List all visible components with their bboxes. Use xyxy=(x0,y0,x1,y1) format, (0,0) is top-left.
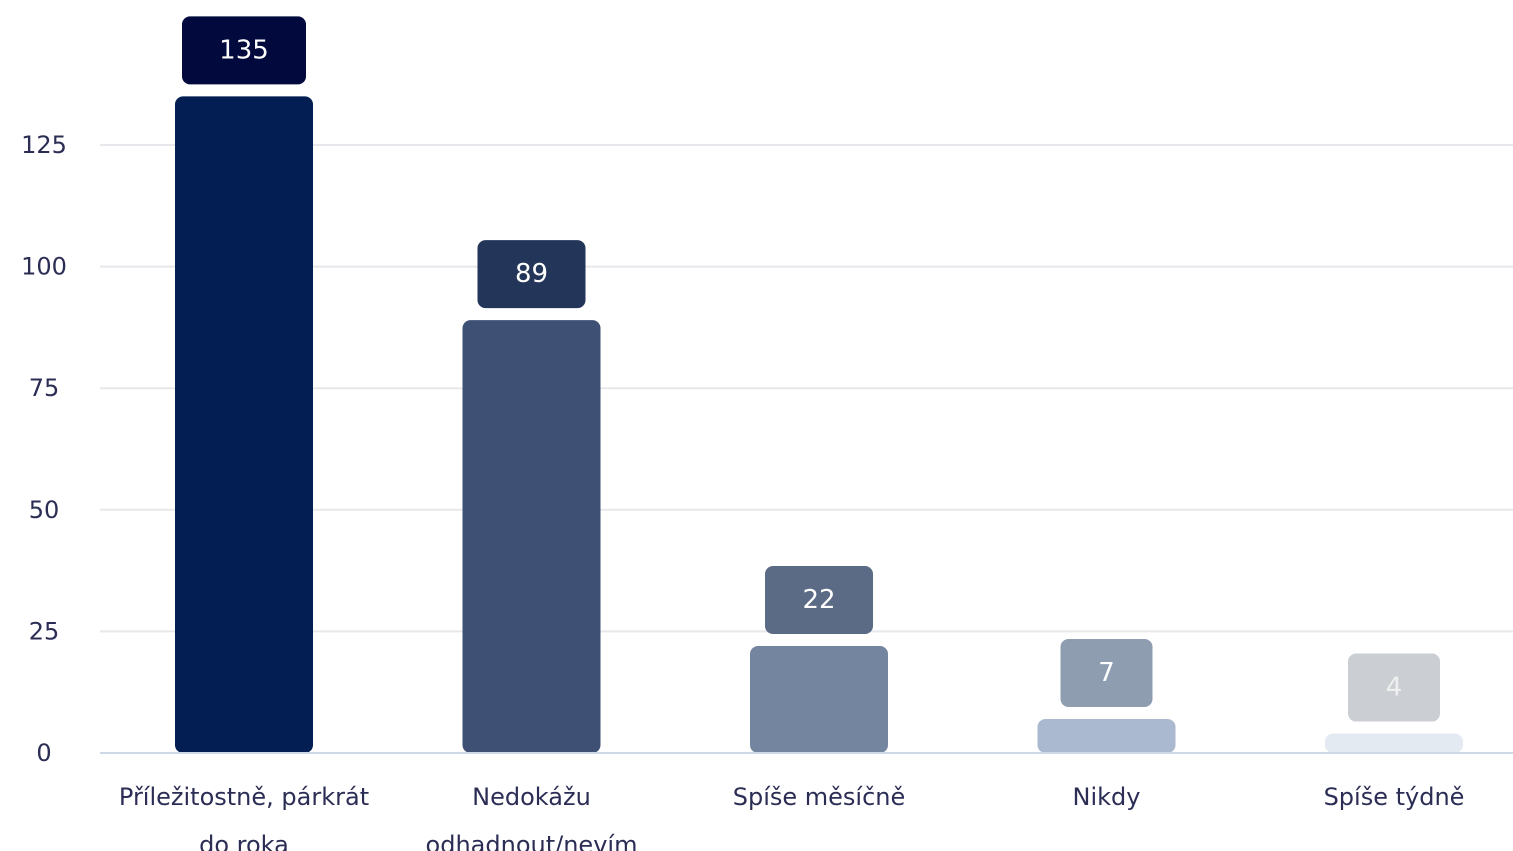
value-label-box xyxy=(765,565,873,634)
y-tick-label: 75 xyxy=(29,374,60,402)
bar xyxy=(750,645,888,753)
value-label: 22 xyxy=(802,585,835,615)
y-tick-label: 0 xyxy=(36,739,51,767)
value-label-box xyxy=(477,240,586,309)
gridlines xyxy=(100,144,1513,633)
y-tick-label: 100 xyxy=(21,253,67,281)
value-label: 89 xyxy=(515,259,548,289)
value-label-box xyxy=(1060,638,1153,707)
category-label-line: Spíše týdně xyxy=(1324,783,1465,811)
value-label: 4 xyxy=(1386,673,1403,703)
category-label-line: odhadnout/nevím xyxy=(426,831,638,851)
bar xyxy=(1325,733,1463,753)
category-label: Nikdy xyxy=(1073,783,1141,811)
category-label-line: do roka xyxy=(199,831,289,851)
value-label: 135 xyxy=(219,35,269,65)
category-label-line: Spíše měsíčně xyxy=(733,783,906,811)
category-label-line: Nedokážu xyxy=(472,783,591,811)
category-labels: Příležitostně, párkrát do roka Nedokážu odh… xyxy=(119,783,1465,851)
y-tick-label: 50 xyxy=(29,496,60,524)
value-label-box xyxy=(182,16,306,85)
bar xyxy=(462,320,601,753)
bar xyxy=(1037,718,1176,753)
category-label: Nedokážu odhadnout/nevím xyxy=(426,783,638,851)
value-label: 7 xyxy=(1098,658,1115,688)
y-tick-label: 125 xyxy=(21,131,67,159)
value-label-box xyxy=(1348,653,1440,722)
y-tick-label: 25 xyxy=(29,617,60,645)
bars xyxy=(175,96,1463,754)
category-label: Spíše týdně xyxy=(1324,783,1465,811)
value-labels: 135 89 22 7 4 xyxy=(182,16,1440,722)
category-label-line: Příležitostně, párkrát xyxy=(119,783,369,811)
category-label: Spíše měsíčně xyxy=(733,783,906,811)
category-label-line: Nikdy xyxy=(1073,783,1141,811)
y-tick-labels: 0 25 50 75 100 125 xyxy=(21,131,67,767)
category-label: Příležitostně, párkrát do roka xyxy=(119,783,369,851)
bar xyxy=(175,96,313,754)
